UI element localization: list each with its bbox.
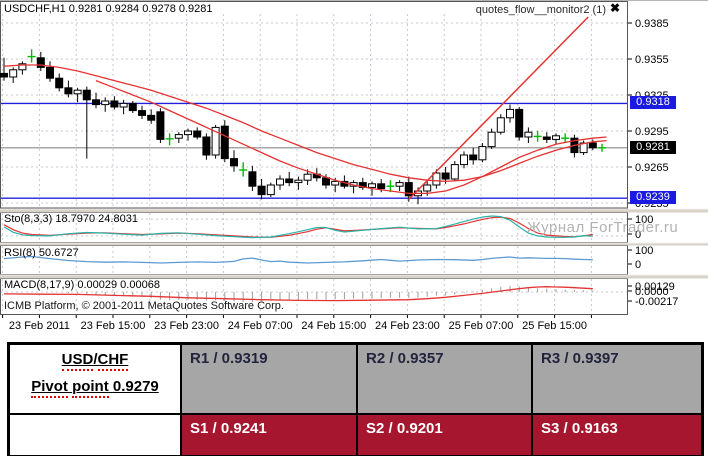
overlay-indicator-label: quotes_flow__monitor2 (1) bbox=[475, 4, 606, 16]
chart-window: 0.93850.93550.93250.92950.92650.92351000… bbox=[0, 1, 708, 337]
svg-text:23 Feb 23:00: 23 Feb 23:00 bbox=[154, 320, 219, 332]
s2-cell: S2 / 0.9201 bbox=[357, 414, 532, 456]
close-icon[interactable]: ✖ bbox=[610, 1, 621, 15]
rsi-line bbox=[3, 255, 593, 264]
ma-slow-line bbox=[3, 64, 607, 183]
svg-text:23 Feb 15:00: 23 Feb 15:00 bbox=[81, 320, 146, 332]
svg-text:0.00129: 0.00129 bbox=[635, 281, 675, 293]
s1-cell: S1 / 0.9241 bbox=[181, 414, 357, 456]
svg-text:24 Feb 15:00: 24 Feb 15:00 bbox=[301, 320, 366, 332]
svg-text:0: 0 bbox=[635, 259, 641, 271]
price-chart[interactable]: 0.93850.93550.93250.92950.92650.92351000… bbox=[0, 1, 708, 337]
macd-label: MACD(8,17,9) 0.00029 0.00068 bbox=[4, 279, 160, 291]
macd-signal-line bbox=[3, 286, 593, 302]
empty-cell bbox=[9, 414, 181, 456]
price-highlight-label: 0.9239 bbox=[630, 191, 676, 205]
chart-title: USDCHF,H1 0.9281 0.9284 0.9278 0.9281 bbox=[4, 3, 213, 15]
svg-text:25 Feb 15:00: 25 Feb 15:00 bbox=[522, 320, 587, 332]
panel-separator bbox=[0, 242, 708, 246]
watermark: Журнал ForTrader.ru bbox=[527, 219, 679, 236]
svg-text:-0.00217: -0.00217 bbox=[635, 296, 678, 308]
axis-labels: 0.93850.93550.93250.92950.92650.92351000… bbox=[2, 18, 678, 332]
sto-k-line bbox=[3, 215, 593, 239]
svg-text:0.9295: 0.9295 bbox=[635, 126, 669, 138]
panel-separator bbox=[0, 208, 708, 213]
pair-title: USD/CHF bbox=[61, 351, 129, 371]
rsi-label: RSI(8) 50.6727 bbox=[4, 247, 79, 259]
r3-cell: R3 / 0.9397 bbox=[532, 344, 702, 414]
svg-text:25 Feb 07:00: 25 Feb 07:00 bbox=[449, 320, 514, 332]
pivot-table: USD/CHF Pivot point 0.9279 R1 / 0.9319 R… bbox=[7, 342, 704, 456]
pivot-point-title: Pivot point 0.9279 bbox=[31, 378, 159, 398]
panel-frames bbox=[0, 1, 708, 315]
svg-text:24 Feb 23:00: 24 Feb 23:00 bbox=[375, 320, 440, 332]
panel-separator bbox=[0, 274, 708, 279]
price-highlight-label: 0.9281 bbox=[630, 140, 676, 154]
svg-text:24 Feb 07:00: 24 Feb 07:00 bbox=[228, 320, 293, 332]
ma-fast-line bbox=[95, 79, 607, 195]
r1-cell: R1 / 0.9319 bbox=[181, 344, 357, 414]
svg-text:0.9355: 0.9355 bbox=[635, 54, 669, 66]
stochastic-label: Sto(8,3,3) 18.7970 24.8031 bbox=[4, 213, 138, 225]
svg-text:0: 0 bbox=[635, 229, 641, 241]
grid bbox=[1, 14, 627, 314]
svg-text:0.0000: 0.0000 bbox=[635, 286, 669, 298]
price-highlight-label: 0.9318 bbox=[630, 96, 676, 110]
pair-pivot-cell: USD/CHF Pivot point 0.9279 bbox=[9, 344, 181, 414]
platform-copyright: ICMB Platform, © 2001-2011 MetaQuotes So… bbox=[4, 300, 284, 312]
svg-text:100: 100 bbox=[635, 245, 653, 257]
svg-text:0.9265: 0.9265 bbox=[635, 162, 669, 174]
s3-cell: S3 / 0.9163 bbox=[532, 414, 702, 456]
trendline bbox=[408, 16, 589, 200]
svg-text:23 Feb 2011: 23 Feb 2011 bbox=[9, 320, 70, 332]
r2-cell: R2 / 0.9357 bbox=[357, 344, 532, 414]
last-price-marker bbox=[598, 143, 606, 152]
svg-text:100: 100 bbox=[635, 214, 653, 226]
svg-text:0.9385: 0.9385 bbox=[635, 18, 669, 30]
